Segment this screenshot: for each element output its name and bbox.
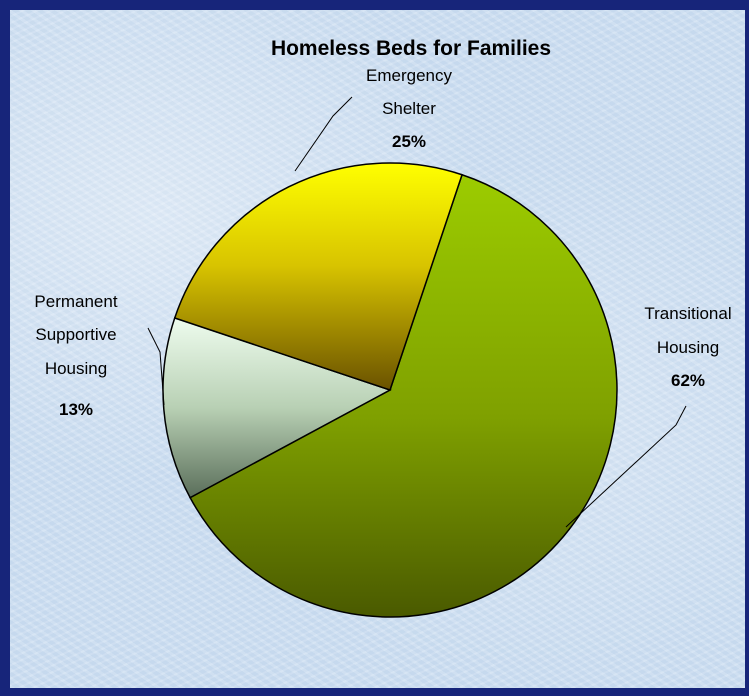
leader-lines [147,96,687,528]
chart-title: Homeless Beds for Families [271,37,551,60]
slice-value-transitional: 62% [671,371,705,390]
pie-slice-permanent-supportive-housing [162,317,392,499]
pie-slice-emergency-shelter [173,162,463,391]
slice-label-emergency-shelter-line2: Shelter [382,99,436,118]
slice-label-transitional-line2: Housing [657,338,719,357]
leader-line-transitional [565,405,687,528]
leader-line-emergency-shelter [294,96,353,172]
slice-label-emergency-shelter-line1: Emergency [366,66,452,85]
slice-label-permanent-supportive-line2: Supportive [35,325,116,344]
slice-label-permanent-supportive-line3: Housing [45,359,107,378]
slice-label-permanent-supportive-line1: Permanent [34,292,117,311]
pie-slices [162,162,618,618]
slice-value-emergency-shelter: 25% [392,132,426,151]
slice-value-permanent-supportive: 13% [59,400,93,419]
slice-label-transitional-line1: Transitional [644,304,731,323]
pie-slice-transitional-housing [189,173,618,618]
leader-line-permanent-supportive [147,327,165,406]
